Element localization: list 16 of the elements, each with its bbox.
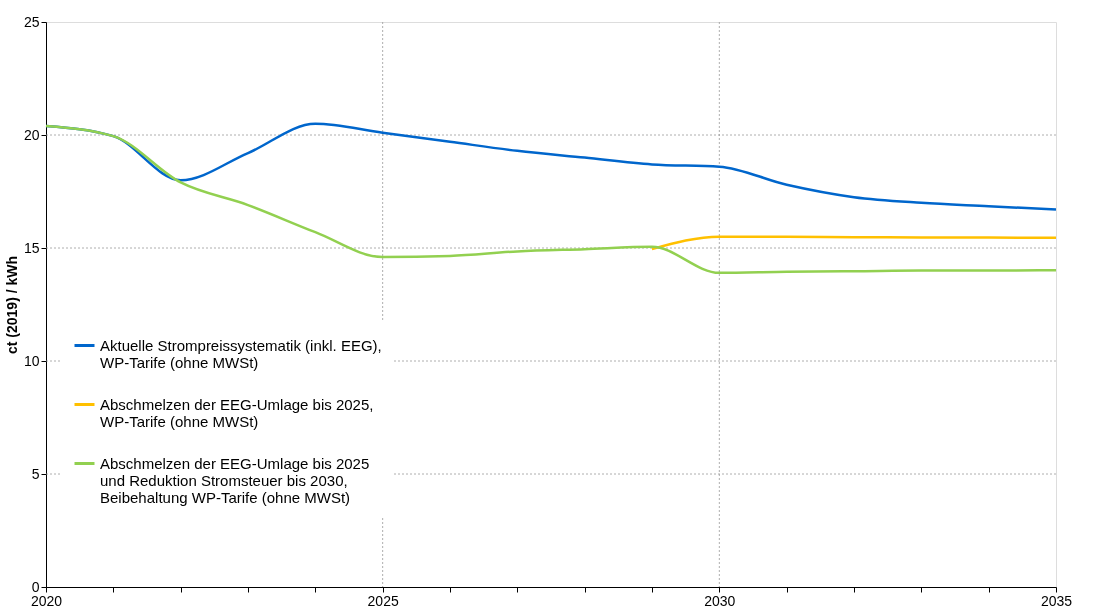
x-tick-label: 2030 (704, 592, 736, 609)
x-tick-label: 2035 (1040, 592, 1073, 609)
line-series (650, 235, 1058, 251)
legend-label: Aktuelle Strompreissystematik (inkl. EEG), WP-Tarife (ohne MWSt) (100, 336, 382, 371)
y-tick-label: 25 (23, 13, 40, 30)
y-tick-label: 0 (31, 578, 40, 595)
x-tick-label: 2025 (367, 592, 399, 609)
legend-label: Abschmelzen der EEG-Umlage bis 2025 und Reduktion Stromsteuer bis 2030, Beibehaltung WP-Tarife (ohne MWSt) (100, 454, 370, 506)
y-tick-label: 15 (23, 239, 40, 256)
line-series (44, 124, 1058, 275)
y-tick-label: 20 (23, 126, 40, 143)
legend-label: Abschmelzen der EEG-Umlage bis 2025, WP-Tarife (ohne MWSt) (100, 395, 374, 430)
y-tick-label: 10 (23, 352, 40, 369)
x-tick-label: 2020 (30, 592, 63, 609)
y-axis-title: ct (2019) / kWh (3, 255, 20, 355)
y-tick-label: 5 (31, 465, 40, 482)
